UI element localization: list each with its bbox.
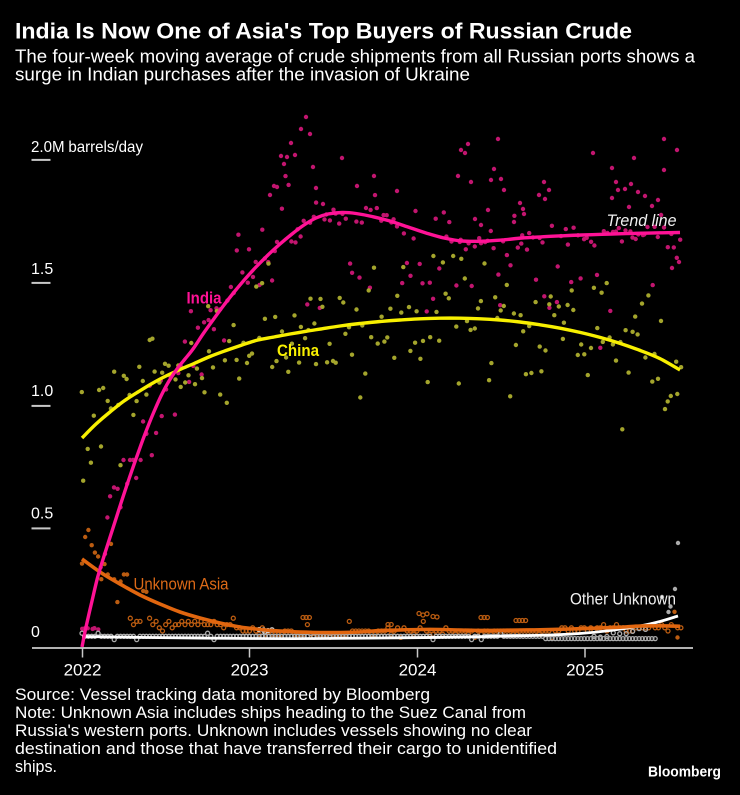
svg-text:China: China: [277, 341, 319, 360]
svg-text:Note: Unknown Asia includes sh: Note: Unknown Asia includes ships headin…: [15, 703, 526, 722]
svg-text:Russia's western ports. Unknow: Russia's western ports. Unknown includes…: [15, 721, 532, 740]
svg-text:2023: 2023: [231, 661, 269, 680]
svg-text:surge in Indian purchases afte: surge in Indian purchases after the inva…: [15, 65, 470, 85]
svg-text:India Is Now One of Asia's Top: India Is Now One of Asia's Top Buyers of…: [15, 19, 632, 44]
svg-text:Unknown Asia: Unknown Asia: [134, 575, 229, 594]
svg-text:1.0: 1.0: [31, 383, 53, 400]
svg-text:1.5: 1.5: [31, 261, 53, 278]
svg-text:Other Unknown: Other Unknown: [570, 590, 676, 609]
svg-text:0.5: 0.5: [31, 506, 53, 523]
svg-text:Trend line: Trend line: [607, 211, 677, 230]
svg-text:2025: 2025: [566, 661, 604, 680]
svg-text:2024: 2024: [399, 661, 437, 680]
svg-text:Source: Vessel tracking data m: Source: Vessel tracking data monitored b…: [15, 685, 430, 704]
svg-text:ships.: ships.: [15, 757, 57, 776]
svg-text:The four-week moving average o: The four-week moving average of crude sh…: [15, 47, 696, 67]
svg-text:Bloomberg: Bloomberg: [648, 764, 721, 781]
svg-text:destination and those that hav: destination and those that have transfer…: [15, 739, 557, 758]
svg-text:India: India: [187, 289, 222, 308]
svg-text:0: 0: [31, 624, 40, 641]
svg-text:2022: 2022: [64, 661, 102, 680]
